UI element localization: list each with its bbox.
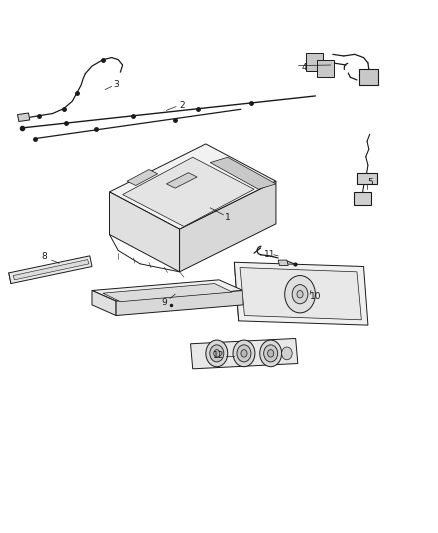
Text: 3: 3 bbox=[113, 80, 119, 88]
Polygon shape bbox=[123, 157, 254, 227]
Polygon shape bbox=[317, 60, 334, 77]
Polygon shape bbox=[359, 69, 378, 85]
Circle shape bbox=[268, 350, 274, 357]
Polygon shape bbox=[13, 260, 89, 280]
Polygon shape bbox=[18, 113, 30, 122]
Polygon shape bbox=[166, 173, 197, 188]
Polygon shape bbox=[9, 256, 92, 284]
Circle shape bbox=[210, 345, 224, 362]
Circle shape bbox=[260, 340, 282, 367]
Polygon shape bbox=[103, 284, 232, 302]
Polygon shape bbox=[110, 144, 276, 229]
Text: 1: 1 bbox=[225, 213, 231, 222]
Polygon shape bbox=[110, 192, 180, 272]
Circle shape bbox=[233, 340, 255, 367]
Polygon shape bbox=[191, 338, 298, 369]
Text: 12: 12 bbox=[213, 351, 225, 360]
Polygon shape bbox=[234, 262, 368, 325]
Circle shape bbox=[264, 345, 278, 362]
Polygon shape bbox=[240, 268, 361, 320]
Polygon shape bbox=[306, 53, 323, 71]
Circle shape bbox=[297, 290, 303, 298]
Text: 4: 4 bbox=[302, 63, 307, 72]
Text: 2: 2 bbox=[179, 101, 184, 109]
Polygon shape bbox=[278, 260, 288, 265]
Polygon shape bbox=[357, 173, 377, 184]
Text: 8: 8 bbox=[41, 253, 47, 261]
Polygon shape bbox=[180, 181, 276, 272]
Text: 9: 9 bbox=[161, 298, 167, 306]
Text: 11: 11 bbox=[264, 250, 275, 259]
Polygon shape bbox=[92, 290, 116, 316]
Polygon shape bbox=[92, 280, 243, 301]
Circle shape bbox=[285, 276, 315, 313]
Circle shape bbox=[214, 350, 220, 357]
Circle shape bbox=[282, 347, 292, 360]
Polygon shape bbox=[354, 192, 371, 205]
Polygon shape bbox=[210, 157, 276, 189]
Polygon shape bbox=[116, 290, 243, 316]
Circle shape bbox=[237, 345, 251, 362]
Circle shape bbox=[206, 340, 228, 367]
Circle shape bbox=[292, 285, 308, 304]
Text: 5: 5 bbox=[367, 178, 373, 187]
Circle shape bbox=[241, 350, 247, 357]
Text: 10: 10 bbox=[310, 293, 321, 301]
Polygon shape bbox=[127, 169, 158, 185]
